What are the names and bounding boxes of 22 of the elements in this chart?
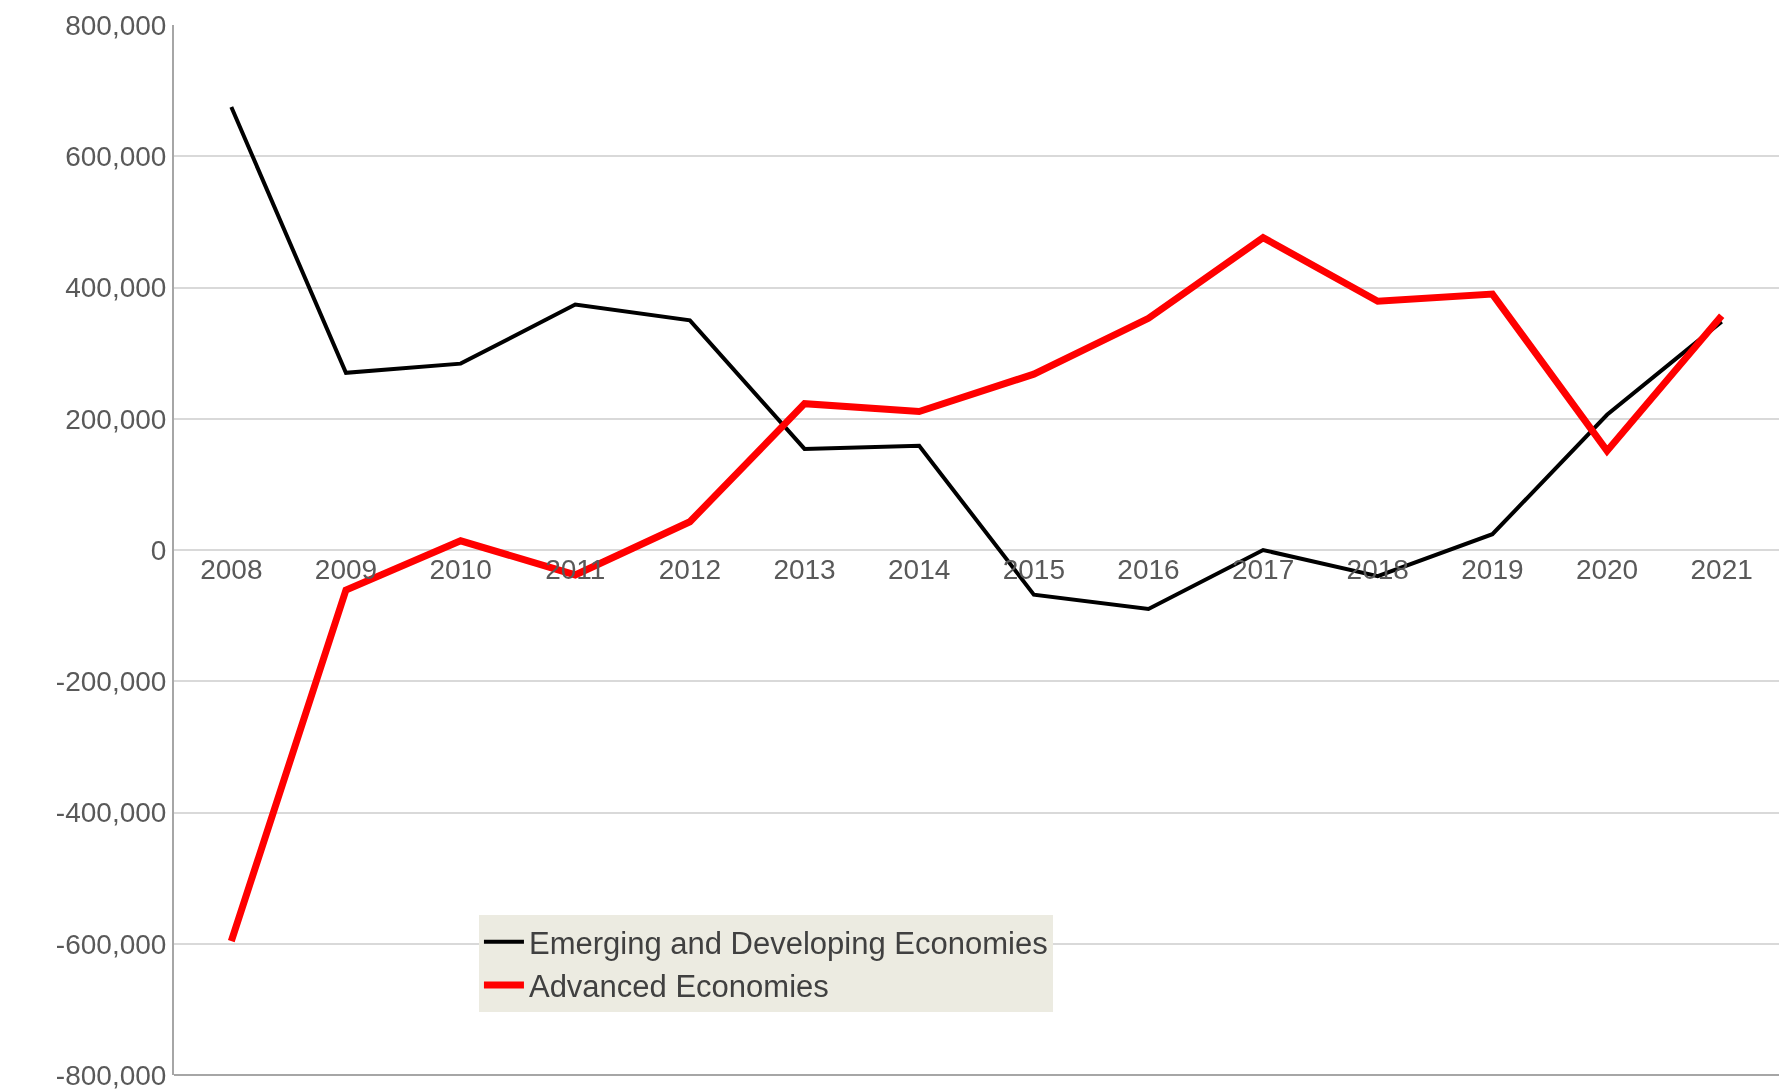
y-tick-label: 400,000	[65, 272, 167, 304]
x-tick-label: 2020	[1575, 554, 1639, 585]
x-tick-label: 2009	[314, 554, 378, 585]
y-tick-label: 0	[150, 534, 167, 566]
y-tick-label: -600,000	[55, 928, 167, 960]
x-tick-label: 2019	[1461, 554, 1524, 585]
y-tick-label: 200,000	[65, 403, 167, 435]
x-tick-label: 2017	[1231, 554, 1295, 585]
x-tick-label: 2013	[773, 554, 836, 585]
y-tick-label: -800,000	[55, 1059, 167, 1091]
x-tick-label: 2012	[658, 554, 722, 585]
y-tick-label: 800,000	[65, 9, 167, 41]
x-tick-label: 2008	[200, 554, 263, 585]
legend-label: Advanced Economies	[528, 969, 829, 1005]
x-tick-label: 2021	[1690, 554, 1753, 585]
x-tick-label: 2014	[888, 554, 951, 585]
x-tick-label: 2016	[1117, 554, 1180, 585]
y-tick-label: 600,000	[65, 141, 167, 173]
x-tick-label: 2010	[429, 554, 492, 585]
legend-label: Emerging and Developing Economies	[528, 925, 1048, 961]
y-tick-label: -200,000	[55, 666, 167, 698]
y-tick-label: -400,000	[55, 797, 167, 829]
